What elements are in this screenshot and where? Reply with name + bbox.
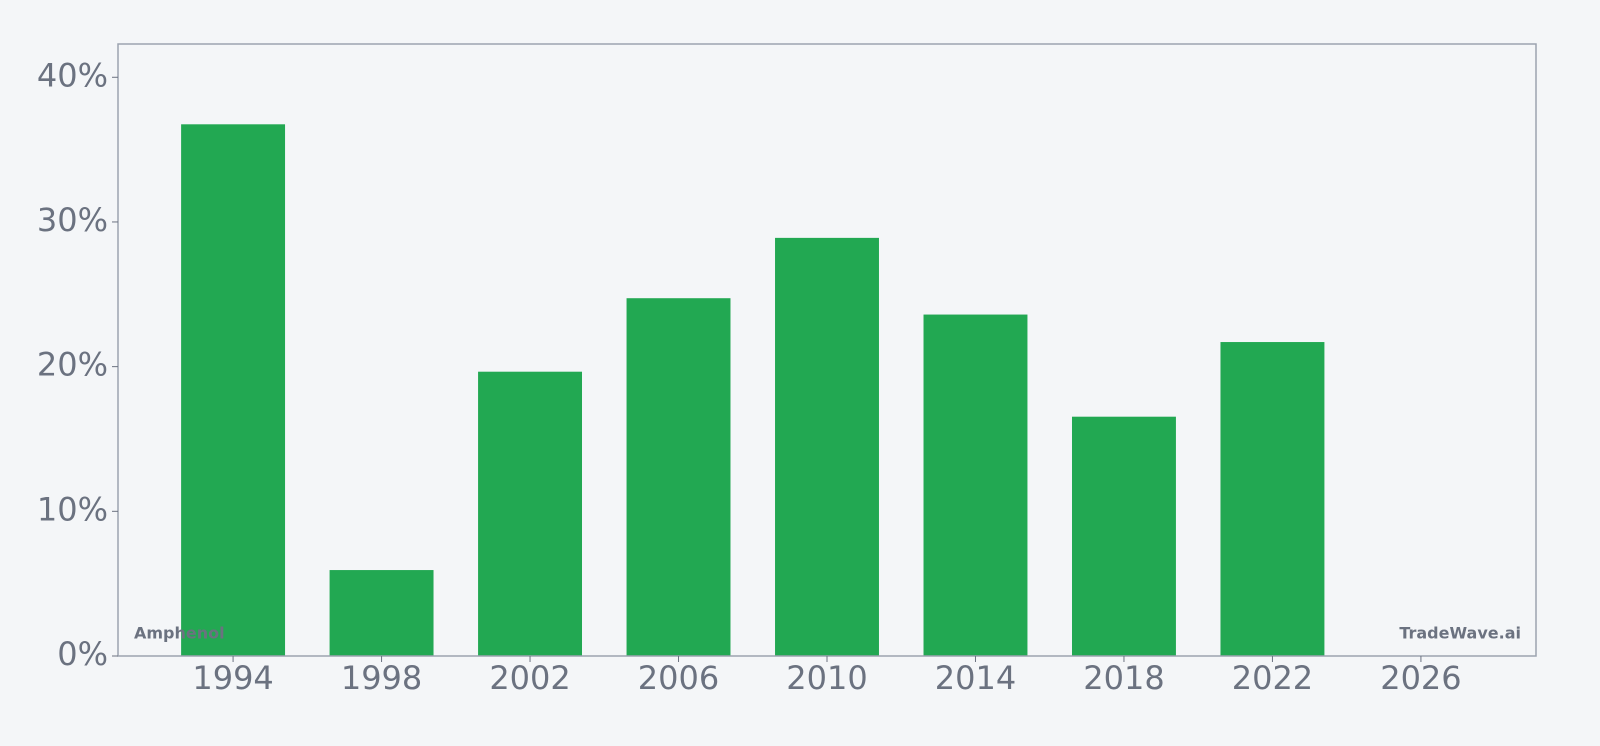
- bar: [478, 371, 583, 656]
- x-tick-label: 1998: [341, 659, 422, 697]
- bar: [923, 314, 1028, 656]
- bar: [329, 570, 434, 656]
- x-tick-label: 2014: [935, 659, 1016, 697]
- x-tick-label: 1994: [192, 659, 273, 697]
- x-tick-label: 2018: [1083, 659, 1164, 697]
- y-tick-label: 30%: [37, 201, 108, 239]
- bar: [775, 237, 879, 656]
- y-tick-label: 0%: [57, 635, 108, 673]
- x-tick-label: 2006: [638, 659, 719, 697]
- x-tick-label: 2022: [1232, 659, 1313, 697]
- y-tick-label: 10%: [37, 490, 108, 528]
- x-tick-label: 2002: [489, 659, 570, 697]
- bar: [626, 298, 731, 656]
- watermark-left: Amphenol: [134, 624, 225, 643]
- watermark-right: TradeWave.ai: [1399, 624, 1521, 643]
- x-tick-label: 2026: [1380, 659, 1461, 697]
- bar: [181, 124, 286, 657]
- bar: [1071, 416, 1176, 656]
- y-tick-label: 20%: [37, 346, 108, 384]
- bar: [1220, 342, 1325, 656]
- x-tick-label: 2010: [786, 659, 867, 697]
- y-tick-label: 40%: [37, 56, 108, 94]
